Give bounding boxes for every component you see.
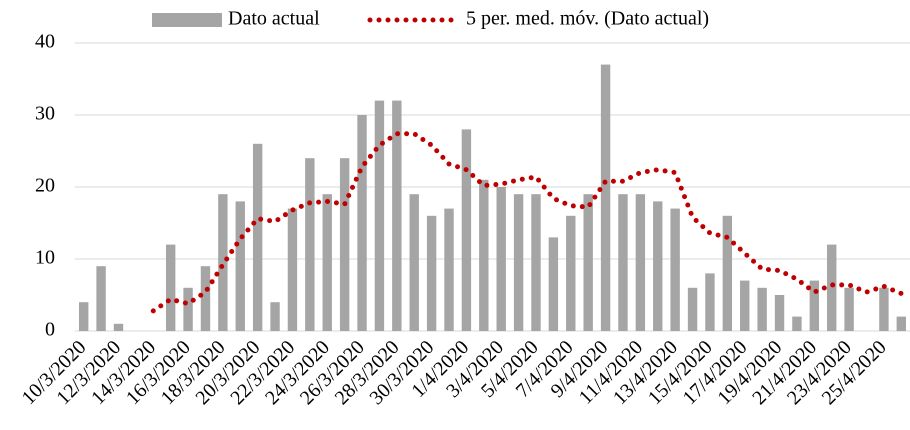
- bar: [757, 287, 767, 331]
- bar: [461, 129, 472, 331]
- bar: [270, 302, 280, 331]
- bar: [322, 194, 332, 331]
- bar: [79, 302, 89, 331]
- y-tick-label: 20: [35, 175, 55, 197]
- bar: [357, 115, 367, 331]
- bar: [809, 280, 820, 331]
- bar: [722, 215, 733, 331]
- bar: [531, 194, 541, 331]
- y-tick-label: 0: [45, 319, 55, 341]
- bar: [844, 287, 854, 331]
- bar: [879, 287, 889, 331]
- bar: [479, 179, 489, 331]
- bar: [740, 280, 750, 331]
- bar: [374, 100, 385, 331]
- y-tick-label: 30: [35, 103, 55, 125]
- bar: [409, 194, 419, 331]
- bar: [566, 215, 576, 331]
- y-tick-label: 10: [35, 247, 55, 269]
- bar: [252, 143, 263, 331]
- legend-label: Dato actual: [228, 8, 320, 30]
- bar: [635, 194, 646, 331]
- bar: [687, 287, 698, 331]
- bar: [548, 237, 559, 331]
- bar: [287, 208, 298, 331]
- bar: [827, 244, 837, 331]
- bar: [896, 316, 906, 331]
- bar: [392, 100, 402, 331]
- bar: [792, 316, 802, 331]
- bar: [305, 158, 315, 331]
- bar: [96, 266, 106, 331]
- bar: [165, 244, 176, 331]
- bar: [653, 201, 663, 331]
- bar: [618, 194, 628, 331]
- bar: [774, 295, 785, 331]
- bar: [339, 158, 350, 331]
- bar: [200, 266, 211, 331]
- bar: [183, 287, 193, 331]
- bar: [705, 273, 715, 331]
- bar: [583, 194, 593, 331]
- legend-label: 5 per. med. móv. (Dato actual): [466, 8, 709, 30]
- bar: [218, 194, 228, 331]
- y-tick-label: 40: [35, 31, 55, 53]
- bar: [426, 215, 437, 331]
- bar: [113, 323, 124, 331]
- bar: [496, 187, 506, 331]
- bar: [444, 208, 454, 331]
- legend-swatch: [152, 13, 222, 27]
- bar: [670, 208, 680, 331]
- bar: [513, 194, 524, 331]
- bar: [600, 64, 611, 331]
- bar: [235, 201, 245, 331]
- moving-average-line: [150, 131, 904, 314]
